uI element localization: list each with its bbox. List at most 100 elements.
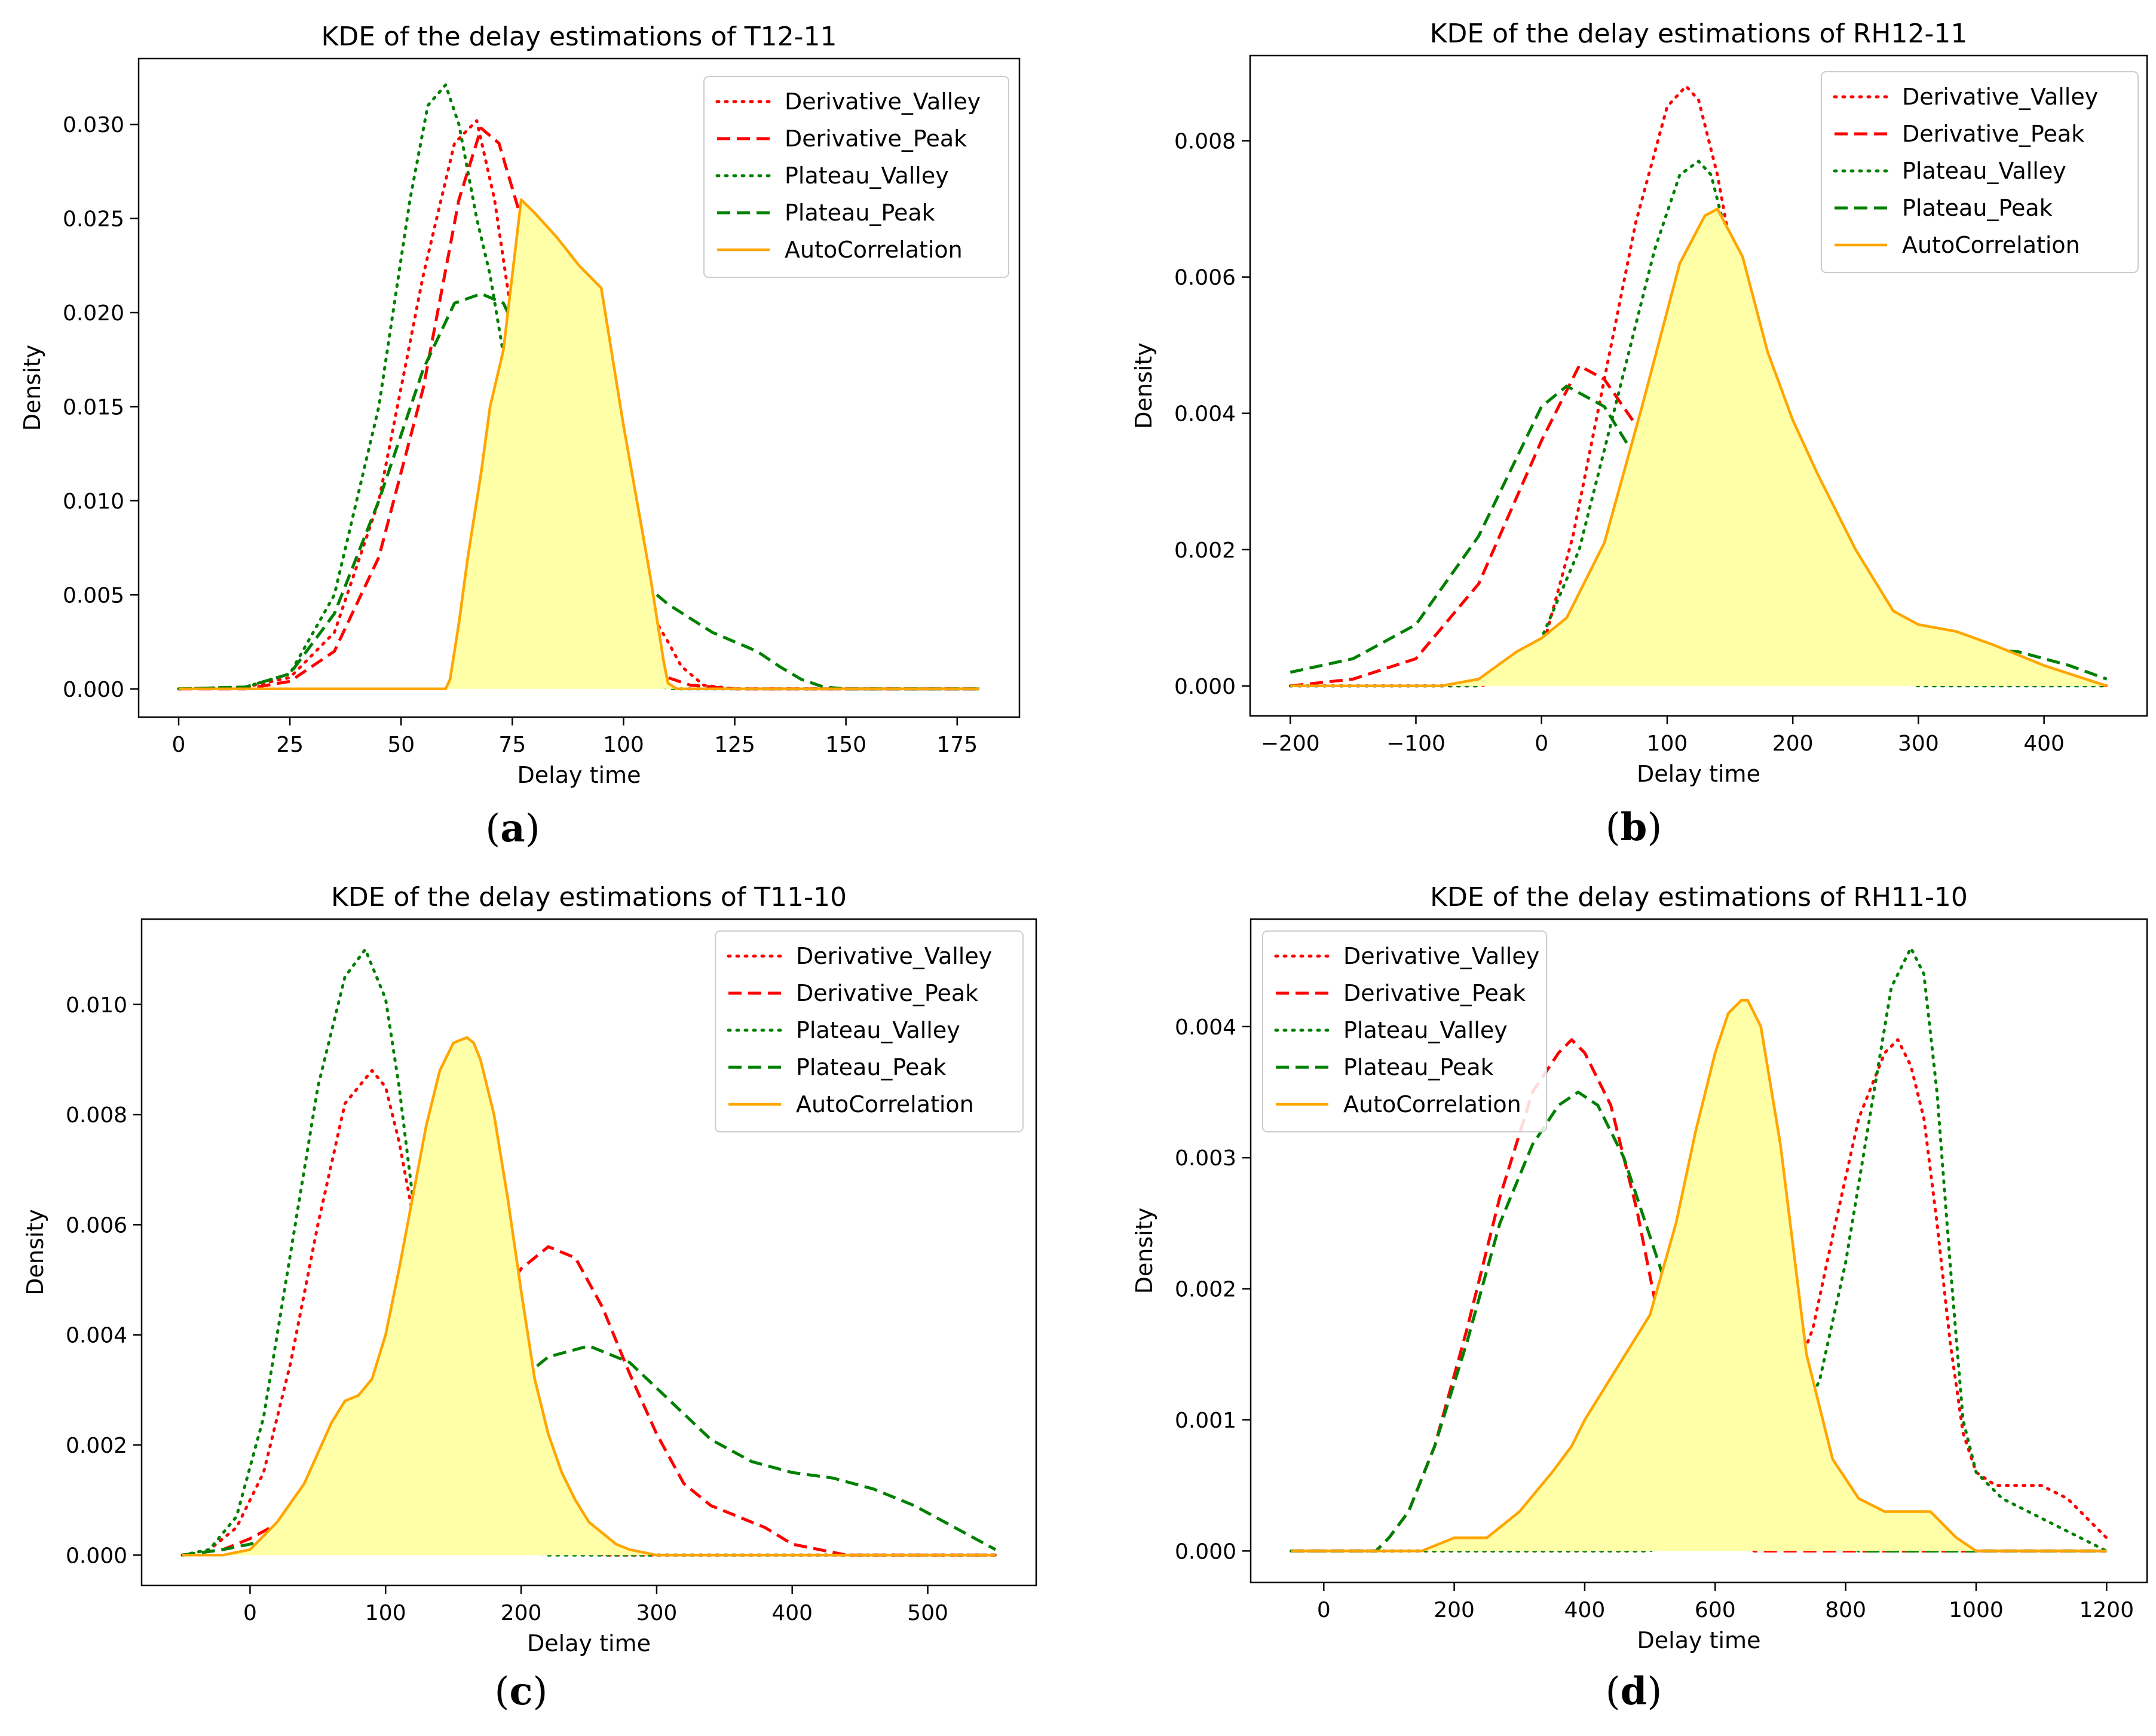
x-tick-label: −200: [1261, 731, 1320, 756]
y-tick-label: 0.030: [63, 113, 124, 137]
legend-label-derivative-peak: Derivative_Peak: [796, 980, 978, 1006]
y-tick-label: 0.001: [1175, 1409, 1236, 1433]
series-fill-autocorrelation: [182, 1037, 996, 1556]
legend-label-plateau-valley: Plateau_Valley: [785, 163, 949, 189]
legend-box: [715, 930, 1024, 1132]
y-tick-label: 0.002: [66, 1434, 127, 1458]
x-tick-label: 0: [1317, 1598, 1331, 1622]
y-axis-label: Density: [1131, 342, 1157, 428]
series-line-plateau-peak: [178, 292, 979, 691]
x-tick-label: 400: [2023, 731, 2065, 756]
series-line-derivative-peak: [1290, 364, 2108, 688]
series-line-plateau-peak: [1290, 384, 2108, 681]
series-fill-autocorrelation: [179, 200, 979, 689]
legend-label-derivative-peak: Derivative_Peak: [785, 125, 967, 152]
x-tick-label: 150: [825, 733, 866, 757]
x-tick-label: 125: [714, 733, 755, 757]
x-tick-label: 200: [1772, 731, 1814, 756]
legend-label-autocorrelation: AutoCorrelation: [1343, 1091, 1521, 1117]
series-line-autocorrelation: [1291, 999, 2107, 1553]
x-tick-label: 100: [603, 733, 644, 757]
legend-label-plateau-valley: Plateau_Valley: [796, 1017, 960, 1043]
plot-area: [180, 948, 997, 1557]
legend-label-plateau-peak: Plateau_Peak: [1343, 1054, 1494, 1080]
legend-label-derivative-peak: Derivative_Peak: [1902, 121, 2084, 147]
legend: Derivative_Valley Derivative_Peak Plateau_…: [1262, 930, 1547, 1132]
legend-box: [703, 76, 1009, 278]
series-line-autocorrelation: [182, 1036, 996, 1557]
panel-caption: (b): [1606, 805, 1662, 850]
plot-area: [177, 83, 981, 691]
x-tick-label: 500: [907, 1601, 948, 1625]
axes-frame: [140, 918, 1037, 1587]
y-tick-label: 0.000: [63, 678, 124, 702]
chart-title: KDE of the delay estimations of RH12-11: [1430, 19, 1968, 49]
panel-caption: (c): [495, 1669, 548, 1714]
axes-frame: [137, 57, 1021, 718]
series-fill-autocorrelation: [1290, 209, 2107, 686]
y-tick-label: 0.004: [66, 1324, 127, 1348]
legend-label-derivative-valley: Derivative_Valley: [1902, 84, 2098, 110]
plot-area: [1288, 84, 2109, 688]
legend-label-autocorrelation: AutoCorrelation: [796, 1091, 974, 1117]
x-tick-label: 1000: [1949, 1598, 2004, 1622]
axes-frame: [1250, 918, 2148, 1584]
panel-caption: (d): [1606, 1669, 1662, 1714]
legend-box: [1821, 71, 2139, 273]
chart-panel-d: 0 200 400 600 800 1000 1200 0.000 0.001 0.002 0.00…: [1131, 882, 2148, 1714]
series-line-plateau-peak: [182, 1344, 997, 1557]
y-tick-label: 0.025: [63, 207, 124, 232]
y-axis-label: Density: [22, 1209, 48, 1295]
legend-label-autocorrelation: AutoCorrelation: [785, 237, 963, 263]
legend: Derivative_Valley Derivative_Peak Plateau_…: [1821, 71, 2139, 273]
y-tick-label: 0.020: [63, 301, 124, 326]
axes-frame: [1249, 54, 2148, 717]
x-tick-label: 200: [501, 1601, 542, 1625]
y-tick-label: 0.004: [1174, 402, 1236, 427]
x-tick-label: 25: [276, 733, 304, 757]
y-tick-label: 0.002: [1175, 1278, 1236, 1302]
legend-box: [1262, 930, 1547, 1132]
chart-panel-c: 0 100 200 300 400 500 0.000 0.002 0.004 0.006 0.00…: [22, 882, 1037, 1714]
y-tick-label: 0.010: [66, 993, 127, 1018]
y-axis-label: Density: [19, 345, 45, 431]
x-tick-label: 800: [1825, 1598, 1866, 1622]
legend-label-plateau-valley: Plateau_Valley: [1902, 158, 2066, 184]
legend: Derivative_Valley Derivative_Peak Plateau_…: [703, 76, 1009, 278]
chart-title: KDE of the delay estimations of RH11-10: [1430, 882, 1968, 913]
x-tick-label: 300: [1898, 731, 1939, 756]
x-tick-label: 0: [172, 733, 186, 757]
chart-title: KDE of the delay estimations of T12-11: [321, 22, 837, 52]
y-tick-label: 0.006: [1174, 266, 1236, 290]
x-tick-label: 100: [1647, 731, 1688, 756]
x-tick-label: 600: [1695, 1598, 1736, 1622]
y-tick-label: 0.004: [1175, 1015, 1236, 1040]
y-tick-label: 0.003: [1175, 1146, 1236, 1171]
y-axis-label: Density: [1131, 1208, 1157, 1294]
x-axis-label: Delay time: [517, 762, 641, 788]
x-tick-label: 0: [243, 1601, 257, 1625]
x-tick-label: 300: [636, 1601, 678, 1625]
y-tick-label: 0.008: [1174, 130, 1236, 154]
x-tick-label: 50: [387, 733, 415, 757]
x-tick-label: −100: [1386, 731, 1446, 756]
legend-label-plateau-peak: Plateau_Peak: [785, 200, 935, 226]
x-tick-label: 100: [365, 1601, 406, 1625]
legend-label-plateau-peak: Plateau_Peak: [796, 1054, 947, 1080]
legend-label-derivative-valley: Derivative_Valley: [796, 943, 992, 969]
series-line-plateau-peak: [1291, 1091, 2107, 1553]
legend-label-derivative-valley: Derivative_Valley: [785, 88, 981, 115]
y-tick-label: 0.000: [1175, 1539, 1236, 1564]
legend-label-derivative-valley: Derivative_Valley: [1343, 943, 1539, 969]
series-fill-autocorrelation: [1291, 1000, 2107, 1551]
y-tick-label: 0.015: [63, 395, 124, 420]
x-axis-label: Delay time: [1637, 1627, 1761, 1654]
x-tick-label: 400: [1564, 1598, 1606, 1622]
legend: Derivative_Valley Derivative_Peak Plateau_…: [715, 930, 1024, 1132]
y-tick-label: 0.000: [1174, 675, 1236, 699]
series-line-derivative-valley: [1290, 1038, 2108, 1553]
y-tick-label: 0.005: [63, 583, 124, 608]
x-tick-label: 0: [1535, 731, 1548, 756]
x-tick-label: 1200: [2080, 1598, 2134, 1622]
